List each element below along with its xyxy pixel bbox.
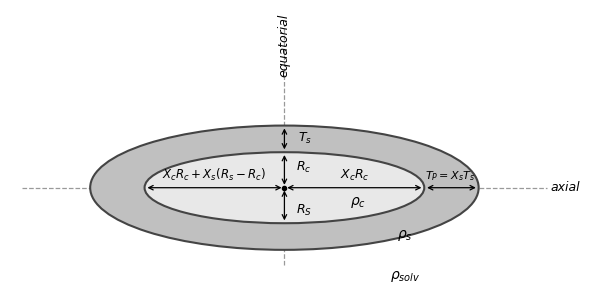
Ellipse shape [144,152,424,223]
Text: $T_s$: $T_s$ [298,131,312,146]
Text: $R_c$: $R_c$ [296,160,312,175]
Text: $X_cR_c$: $X_cR_c$ [339,168,369,183]
Text: $\rho_{solv}$: $\rho_{solv}$ [390,269,420,284]
Text: $T_P= X_sT_s$: $T_P= X_sT_s$ [425,169,475,183]
Text: $\rho_s$: $\rho_s$ [397,228,413,243]
Ellipse shape [90,126,479,250]
Text: $\rho_c$: $\rho_c$ [350,195,366,210]
Text: axial: axial [551,181,580,194]
Text: equatorial: equatorial [278,13,291,77]
Text: $X_cR_c+X_s(R_s-R_c)$: $X_cR_c+X_s(R_s-R_c)$ [163,166,266,183]
Text: $R_S$: $R_S$ [296,203,312,218]
